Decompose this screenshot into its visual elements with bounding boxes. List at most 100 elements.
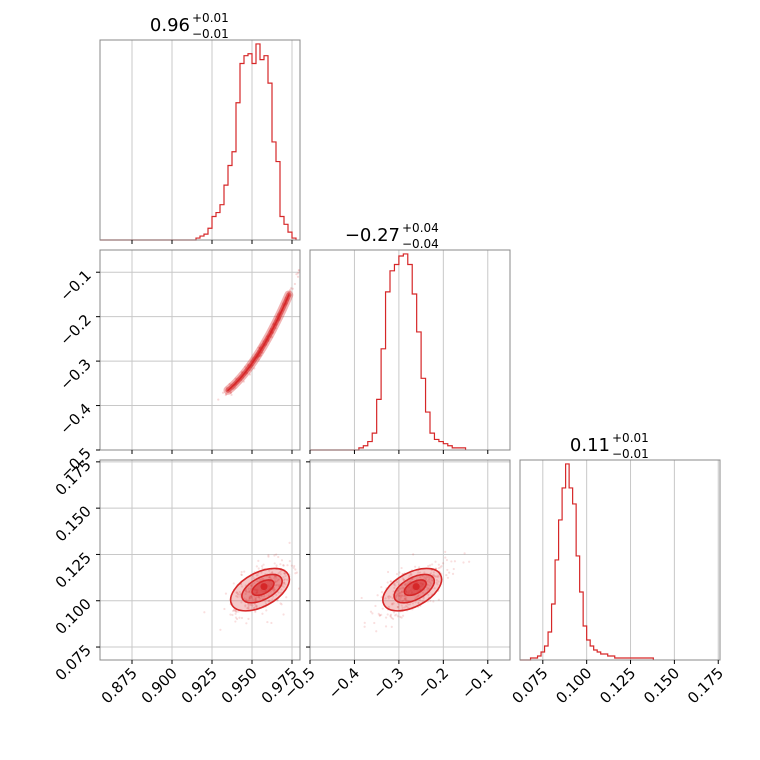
p1-vs-p0-point bbox=[312, 232, 314, 234]
hist-p1-title-minus: −0.04 bbox=[402, 237, 439, 251]
p2-vs-p1-point bbox=[429, 599, 432, 602]
p2-vs-p0-point bbox=[259, 579, 262, 582]
p2-vs-p1-point bbox=[390, 616, 393, 620]
p2-vs-p1-point bbox=[395, 580, 399, 584]
p2-vs-p1-point bbox=[396, 589, 399, 592]
p2-vs-p0-point bbox=[231, 613, 234, 617]
p2-vs-p0-point bbox=[274, 575, 277, 578]
p2-vs-p1-point bbox=[386, 581, 389, 584]
p2-vs-p1-point bbox=[437, 580, 440, 583]
p2-vs-p1-point bbox=[411, 602, 415, 605]
p2-vs-p1-point bbox=[426, 580, 429, 583]
p2-vs-p0-point bbox=[273, 589, 276, 592]
p1-vs-p0-point bbox=[296, 275, 300, 278]
hist-p2-xtick-label: 0.075 bbox=[509, 664, 552, 707]
p2-vs-p0-point bbox=[260, 571, 263, 574]
p1-vs-p0-point bbox=[257, 358, 260, 361]
p2-vs-p1-point bbox=[399, 594, 402, 597]
p2-vs-p0-point bbox=[279, 570, 282, 574]
p2-vs-p1-point bbox=[441, 562, 445, 565]
p2-vs-p1-point bbox=[376, 594, 379, 597]
p2-vs-p0-point bbox=[277, 591, 280, 594]
p2-vs-p0-ytick-label: 0.075 bbox=[52, 641, 95, 684]
p2-vs-p1-point bbox=[404, 597, 407, 600]
p2-vs-p0-point bbox=[258, 595, 261, 598]
p2-vs-p1-point bbox=[429, 582, 433, 585]
p2-vs-p0-xtick-label: 0.900 bbox=[138, 664, 181, 707]
p2-vs-p1-point bbox=[450, 560, 453, 563]
p1-vs-p0-point bbox=[288, 288, 292, 291]
p2-vs-p1-point bbox=[399, 592, 402, 595]
hist-p2-step bbox=[520, 463, 654, 661]
p2-vs-p0-point bbox=[232, 582, 235, 585]
p2-vs-p1-point bbox=[439, 566, 442, 569]
p2-vs-p1-point bbox=[396, 605, 400, 609]
p2-vs-p1-point bbox=[405, 599, 408, 602]
p2-vs-p0-point bbox=[239, 593, 242, 596]
p1-vs-p0-point bbox=[229, 391, 232, 394]
p2-vs-p1-point bbox=[373, 621, 376, 625]
p1-vs-p0-ytick-label: −0.1 bbox=[56, 266, 94, 304]
p1-vs-p0-point bbox=[297, 269, 300, 272]
p2-vs-p0-point bbox=[273, 562, 276, 565]
p2-vs-p0-point bbox=[276, 579, 280, 582]
p2-vs-p1-point bbox=[389, 615, 392, 618]
p2-vs-p0-point bbox=[234, 610, 237, 613]
p2-vs-p0-point bbox=[249, 603, 252, 606]
p2-vs-p0-point bbox=[244, 605, 247, 608]
p2-vs-p1-point bbox=[394, 596, 398, 599]
p2-vs-p1-point bbox=[393, 582, 396, 585]
p2-vs-p0-point bbox=[274, 584, 277, 587]
p2-vs-p1-peak bbox=[412, 583, 420, 591]
p2-vs-p1-point bbox=[429, 572, 433, 575]
p2-vs-p1-point bbox=[409, 573, 413, 576]
p2-vs-p1-point bbox=[401, 594, 404, 597]
p1-vs-p0-point bbox=[296, 272, 300, 275]
p2-vs-p1-point bbox=[402, 599, 405, 603]
p2-vs-p1-point bbox=[437, 567, 440, 570]
hist-p0-title-minus: −0.01 bbox=[192, 27, 229, 41]
p2-vs-p0-point bbox=[292, 566, 295, 569]
p2-vs-p1-point bbox=[392, 590, 395, 593]
p2-vs-p0-point bbox=[260, 565, 264, 568]
p1-vs-p0-point bbox=[291, 287, 294, 290]
p2-vs-p0-point bbox=[290, 564, 293, 567]
p2-vs-p1-point bbox=[414, 597, 417, 600]
p2-vs-p0-point bbox=[277, 578, 281, 581]
p2-vs-p1-point bbox=[433, 587, 436, 590]
hist-p1-title-plus: +0.04 bbox=[402, 221, 439, 235]
p2-vs-p1-point bbox=[395, 613, 398, 616]
p2-vs-p0-point bbox=[275, 593, 278, 596]
p2-vs-p1-point bbox=[401, 606, 404, 609]
p2-vs-p1-point bbox=[432, 571, 435, 574]
p2-vs-p0-point bbox=[282, 613, 285, 616]
p2-vs-p0-point bbox=[264, 602, 268, 605]
p2-vs-p0-point bbox=[223, 607, 226, 611]
p2-vs-p1-point bbox=[400, 616, 403, 619]
p2-vs-p0-point bbox=[260, 595, 263, 598]
p2-vs-p0-point bbox=[248, 597, 251, 600]
p2-vs-p0-point bbox=[271, 571, 274, 574]
p2-vs-p0-point bbox=[252, 598, 255, 601]
p2-vs-p1-point bbox=[363, 625, 366, 628]
p2-vs-p1-point bbox=[417, 594, 420, 597]
p2-vs-p0-point bbox=[267, 600, 270, 603]
p2-vs-p1-point bbox=[437, 574, 441, 577]
p2-vs-p1-point bbox=[396, 606, 399, 609]
p2-vs-p1-point bbox=[386, 570, 390, 574]
p2-vs-p1-point bbox=[405, 604, 408, 607]
p2-vs-p0-point bbox=[255, 599, 258, 602]
p2-vs-p0-point bbox=[261, 567, 264, 570]
p2-vs-p1-point bbox=[400, 587, 403, 590]
p2-vs-p1-xtick-label: −0.2 bbox=[414, 664, 452, 702]
p2-vs-p0-point bbox=[294, 568, 297, 571]
p2-vs-p1-point bbox=[380, 613, 383, 616]
p2-vs-p1-point bbox=[389, 613, 393, 616]
p2-vs-p1-point bbox=[389, 580, 392, 583]
p2-vs-p1-point bbox=[392, 602, 395, 605]
p2-vs-p1-point bbox=[414, 565, 417, 568]
p2-vs-p1-point bbox=[389, 595, 392, 599]
p2-vs-p0-point bbox=[284, 583, 287, 586]
p2-vs-p1-xtick-label: −0.4 bbox=[325, 664, 363, 702]
p1-vs-p0-point bbox=[289, 287, 293, 290]
